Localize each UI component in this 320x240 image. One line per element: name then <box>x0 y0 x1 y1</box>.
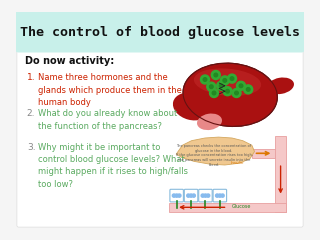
Text: 2.: 2. <box>27 109 35 118</box>
Circle shape <box>226 89 229 93</box>
Text: Why might it be important to
control blood glucose levels? What
might happen if : Why might it be important to control blo… <box>38 143 188 189</box>
Circle shape <box>221 194 224 197</box>
Circle shape <box>223 79 227 82</box>
Circle shape <box>236 81 245 90</box>
FancyBboxPatch shape <box>184 189 198 202</box>
Text: Do now activity:: Do now activity: <box>25 56 114 66</box>
Circle shape <box>220 76 229 85</box>
Circle shape <box>192 194 196 197</box>
Circle shape <box>244 85 253 94</box>
Circle shape <box>178 194 181 197</box>
Circle shape <box>211 71 220 79</box>
Ellipse shape <box>173 93 210 120</box>
Circle shape <box>212 91 216 95</box>
Text: What do you already know about
the function of the pancreas?: What do you already know about the funct… <box>38 109 177 131</box>
Circle shape <box>172 194 176 197</box>
Circle shape <box>207 82 216 91</box>
Circle shape <box>218 194 221 197</box>
Text: Insulin: Insulin <box>231 162 244 165</box>
FancyBboxPatch shape <box>213 189 227 202</box>
Text: Name three hormones and the
glands which produce them in the
human body: Name three hormones and the glands which… <box>38 73 181 107</box>
Polygon shape <box>169 203 286 212</box>
Circle shape <box>187 194 190 197</box>
Circle shape <box>239 84 243 88</box>
Circle shape <box>175 194 178 197</box>
Circle shape <box>232 89 241 97</box>
Text: If the glucose concentration rises too high,
the pancreas will secrete insulin i: If the glucose concentration rises too h… <box>176 153 252 167</box>
FancyBboxPatch shape <box>15 11 305 53</box>
Circle shape <box>204 194 207 197</box>
Circle shape <box>216 194 219 197</box>
Polygon shape <box>176 137 254 165</box>
Polygon shape <box>252 149 275 158</box>
Circle shape <box>223 87 232 96</box>
Circle shape <box>217 81 226 90</box>
Text: The pancreas checks the concentration of
glucose in the blood.: The pancreas checks the concentration of… <box>177 144 252 153</box>
Circle shape <box>220 84 223 88</box>
FancyBboxPatch shape <box>199 189 212 202</box>
Circle shape <box>228 74 236 83</box>
Circle shape <box>203 78 207 81</box>
Circle shape <box>206 194 210 197</box>
Circle shape <box>201 75 210 84</box>
Text: 1.: 1. <box>27 73 36 82</box>
Ellipse shape <box>197 114 222 130</box>
Circle shape <box>201 194 204 197</box>
Text: The control of blood glucose levels: The control of blood glucose levels <box>20 26 300 39</box>
FancyBboxPatch shape <box>170 189 183 202</box>
FancyBboxPatch shape <box>17 48 303 227</box>
Circle shape <box>214 73 218 77</box>
Circle shape <box>210 85 213 89</box>
Ellipse shape <box>194 68 261 96</box>
Text: 3.: 3. <box>27 143 36 151</box>
Polygon shape <box>275 136 286 212</box>
Circle shape <box>189 194 193 197</box>
Circle shape <box>235 91 238 95</box>
Ellipse shape <box>183 63 277 126</box>
Text: Glucose: Glucose <box>232 204 252 209</box>
Ellipse shape <box>267 78 294 94</box>
Circle shape <box>210 89 219 97</box>
Circle shape <box>246 88 250 91</box>
Circle shape <box>230 77 234 80</box>
